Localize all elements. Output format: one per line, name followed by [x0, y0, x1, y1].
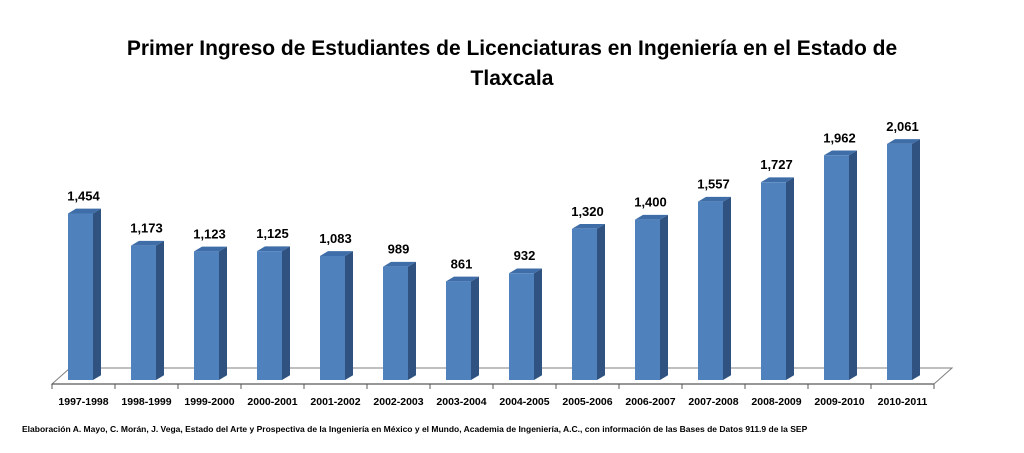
- value-label: 2,061: [886, 119, 919, 134]
- value-label: 1,727: [760, 157, 793, 172]
- bar-side: [156, 240, 164, 380]
- bar-side: [93, 208, 101, 380]
- value-label: 1,125: [256, 226, 289, 241]
- bar-side: [282, 246, 290, 380]
- chart-title: Primer Ingreso de Estudiantes de Licenci…: [126, 37, 898, 90]
- bar-front: [131, 245, 156, 380]
- bar-front: [572, 228, 597, 380]
- bar: [383, 261, 416, 380]
- bar-side: [912, 139, 920, 380]
- bar: [320, 251, 353, 380]
- bar-front: [194, 251, 219, 380]
- category-label: 1998-1999: [121, 396, 171, 408]
- value-labels: 1,454 1,173 1,123 1,125 1,083 989 861 932 1,320 1…: [67, 119, 919, 271]
- bar-side: [786, 177, 794, 380]
- category-label: 2000-2001: [247, 396, 297, 408]
- bar-top: [698, 196, 731, 202]
- value-label: 989: [388, 242, 410, 257]
- bar-front: [635, 219, 660, 380]
- bar-front: [824, 155, 849, 380]
- value-label: 1,083: [319, 231, 352, 246]
- value-label: 1,454: [67, 188, 100, 203]
- category-label: 2010-2011: [878, 396, 928, 408]
- bar-top: [824, 150, 857, 156]
- value-label: 861: [451, 256, 473, 271]
- bar-top: [509, 268, 542, 274]
- bar-front: [509, 273, 534, 380]
- bar: [446, 276, 479, 380]
- category-label: 2007-2008: [688, 396, 738, 408]
- category-label: 2002-2003: [373, 396, 423, 408]
- category-label: 2008-2009: [751, 396, 801, 408]
- bar: [68, 208, 101, 380]
- bar: [131, 240, 164, 380]
- value-label: 1,962: [823, 130, 856, 145]
- bar-top: [635, 214, 668, 220]
- value-label: 932: [514, 248, 536, 263]
- bar: [887, 139, 920, 380]
- bar-side: [597, 224, 605, 380]
- bar-top: [887, 139, 920, 144]
- value-label: 1,173: [130, 221, 163, 236]
- bar-side: [849, 150, 857, 380]
- bar-side: [408, 261, 416, 380]
- bar-front: [698, 201, 723, 380]
- value-label: 1,557: [697, 177, 730, 192]
- bar-top: [572, 224, 605, 229]
- bar-front: [383, 266, 408, 380]
- category-label: 1997-1998: [58, 396, 108, 408]
- bar-side: [219, 246, 227, 380]
- category-label: 2009-2010: [814, 396, 864, 408]
- bar-front: [320, 255, 345, 380]
- bar-front: [887, 143, 912, 380]
- bar-side: [534, 268, 542, 380]
- category-labels: 1997-1998 1998-1999 1999-2000 2000-2001 2001…: [51, 384, 935, 408]
- bar-top: [257, 246, 290, 252]
- value-label: 1,320: [571, 204, 604, 219]
- category-label: 2004-2005: [499, 396, 549, 408]
- category-label: 2003-2004: [436, 396, 486, 408]
- bar-top: [761, 177, 794, 183]
- bar-side: [723, 196, 731, 380]
- bar-front: [761, 182, 786, 380]
- bar-top: [131, 240, 164, 246]
- category-label: 2001-2002: [310, 396, 360, 408]
- bar-side: [471, 276, 479, 380]
- bar: [572, 224, 605, 380]
- bar: [698, 196, 731, 380]
- value-label: 1,123: [193, 226, 226, 241]
- bar-top: [446, 276, 479, 282]
- bar-front: [446, 281, 471, 380]
- bar-front: [68, 213, 93, 380]
- bar: [824, 150, 857, 380]
- value-label: 1,400: [634, 195, 667, 210]
- bar: [257, 246, 290, 380]
- bar-top: [383, 261, 416, 267]
- bar-side: [660, 214, 668, 380]
- category-label: 2005-2006: [562, 396, 612, 408]
- source-note: Elaboración A. Mayo, C. Morán, J. Vega, …: [22, 424, 808, 434]
- category-label: 2006-2007: [625, 396, 675, 408]
- bar-side: [345, 251, 353, 380]
- bar: [194, 246, 227, 380]
- category-label: 1999-2000: [184, 396, 234, 408]
- bar: [635, 214, 668, 380]
- bar-top: [68, 208, 101, 214]
- chart-floor: [50, 367, 954, 385]
- bar-top: [194, 246, 227, 252]
- bar-front: [257, 251, 282, 380]
- floor-plane: [50, 367, 954, 385]
- bar: [509, 268, 542, 380]
- bar-top: [320, 251, 353, 256]
- bars: [68, 139, 920, 380]
- bar: [761, 177, 794, 380]
